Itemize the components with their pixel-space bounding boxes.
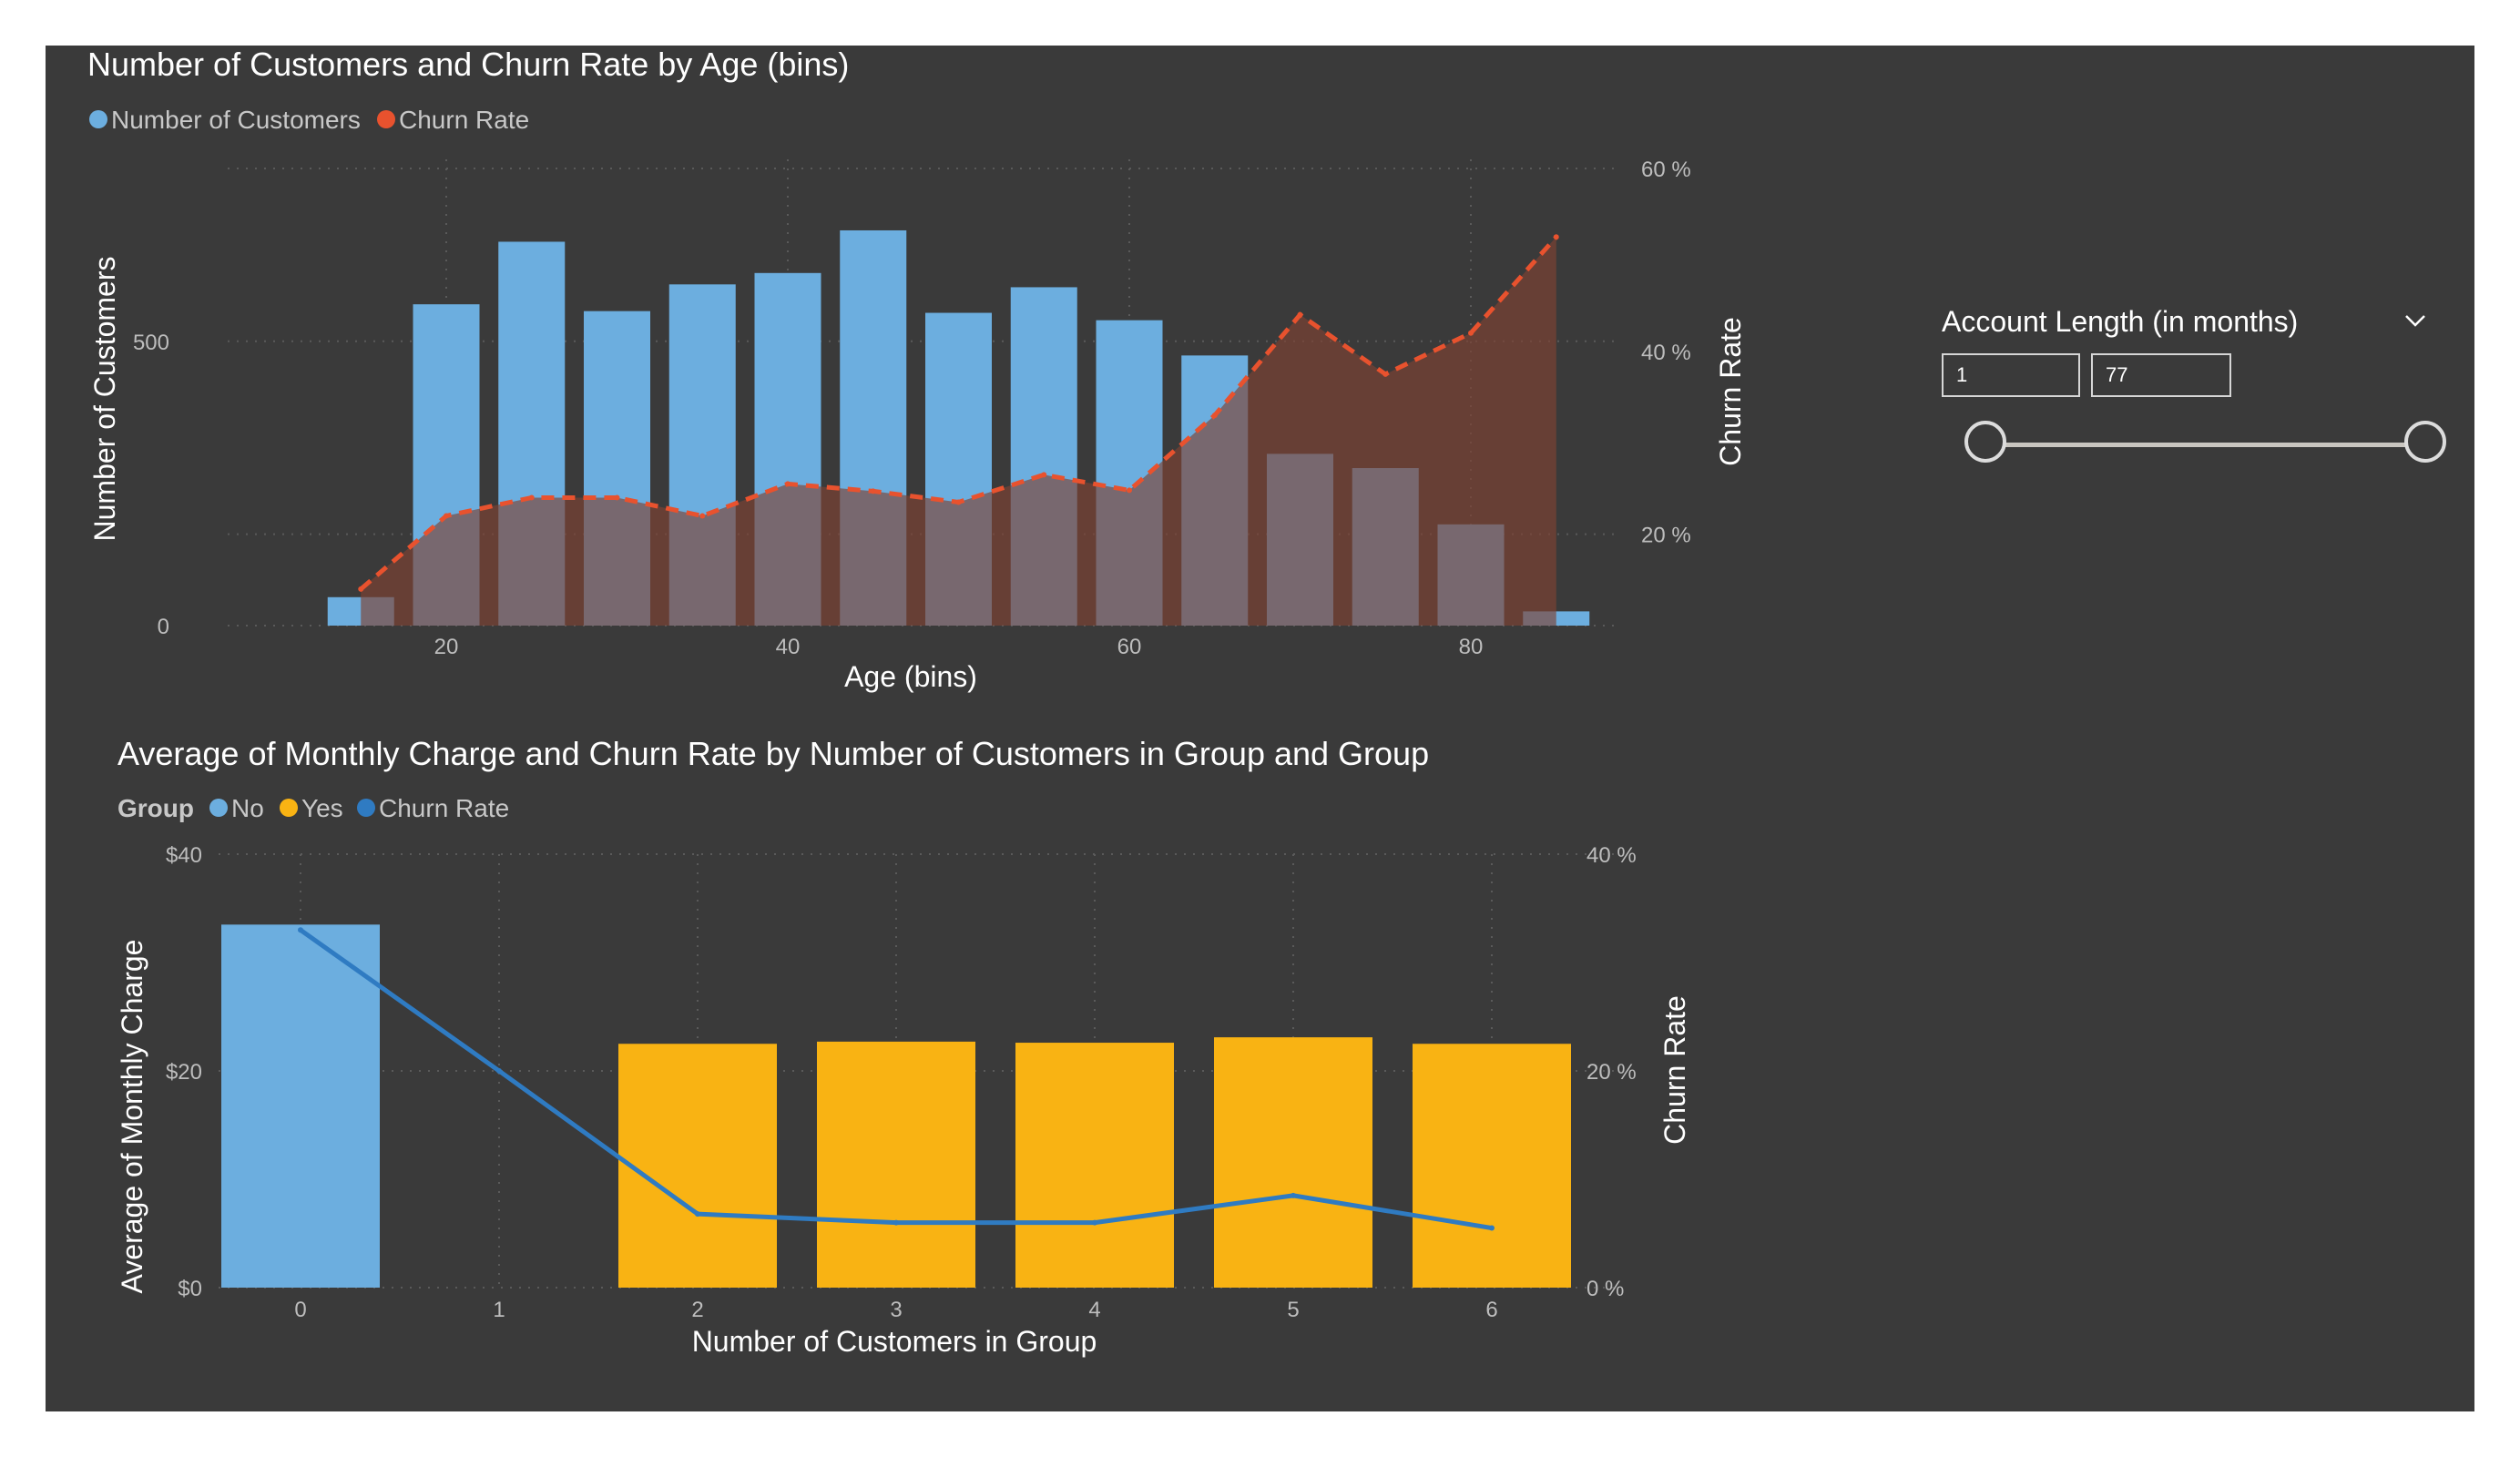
chart1-x-tick-label: 20	[434, 635, 459, 659]
churn-rate-area	[361, 237, 1556, 626]
churn-rate-point[interactable]	[614, 494, 620, 501]
chart1-y-axis-title: Number of Customers	[88, 257, 121, 542]
chart2-x-axis-title: Number of Customers in Group	[692, 1325, 1097, 1358]
legend-churn-label[interactable]: Churn Rate	[399, 106, 529, 134]
chart2-x-tick-label: 1	[493, 1298, 505, 1322]
chart2-y2-tick-label: 40 %	[1586, 843, 1637, 868]
churn-rate-point[interactable]	[699, 513, 706, 519]
chart2-plot: 0 1 2 3 4 5 6 $0 $20 $40 0 % 20 % 40 %	[166, 843, 1637, 1322]
slicer-title: Account Length (in months)	[1942, 305, 2299, 338]
chart2-legend-title: Group	[117, 794, 194, 822]
churn-rate-point[interactable]	[1553, 234, 1559, 240]
legend-customers-label[interactable]: Number of Customers	[111, 106, 361, 134]
slicer-min-input[interactable]	[1942, 353, 2080, 397]
legend-churn-marker	[377, 110, 395, 128]
chart2-y2-axis-title: Churn Rate	[1658, 995, 1691, 1145]
slicer-max-input[interactable]	[2091, 353, 2231, 397]
legend-no-marker	[209, 799, 228, 817]
chart2-y-tick-label: $0	[178, 1277, 202, 1301]
churn-rate-point[interactable]	[444, 513, 449, 519]
chart1-y-tick-label: 500	[133, 331, 169, 355]
chart2-y-axis-title: Average of Monthly Charge	[116, 940, 148, 1294]
chart2-y2-tick-label: 20 %	[1586, 1060, 1637, 1085]
churn-rate-point[interactable]	[1127, 487, 1132, 494]
churn-rate-point[interactable]	[1041, 472, 1047, 478]
chart1-title: Number of Customers and Churn Rate by Ag…	[87, 46, 849, 83]
chart1-y2-axis-title: Churn Rate	[1714, 317, 1747, 466]
legend-no-label[interactable]: No	[231, 794, 264, 822]
chart1-x-axis-title: Age (bins)	[844, 660, 977, 693]
chart1-y2-tick-label: 60 %	[1641, 158, 1691, 182]
chart1-x-tick-label: 80	[1459, 635, 1484, 659]
chart1-y2-tick-label: 40 %	[1641, 341, 1691, 365]
churn-rate-point[interactable]	[955, 499, 962, 505]
report-canvas: Number of Customers and Churn Rate by Ag…	[46, 46, 2474, 1411]
chart2-x-tick-label: 3	[890, 1298, 902, 1322]
chart1-y2-tick-label: 20 %	[1641, 524, 1691, 548]
account-length-slicer[interactable]: Account Length (in months)	[1942, 303, 2488, 463]
chart2-x-tick-label: 2	[691, 1298, 703, 1322]
group-yes-bar[interactable]	[1214, 1037, 1372, 1288]
group-yes-bar[interactable]	[1015, 1043, 1174, 1288]
churn-rate-point[interactable]	[528, 494, 535, 501]
group-yes-bar[interactable]	[1413, 1044, 1571, 1288]
slicer-max-handle[interactable]	[2404, 421, 2446, 463]
group-churn-rate-point[interactable]	[496, 1068, 502, 1074]
group-churn-rate-point[interactable]	[1092, 1219, 1097, 1226]
churn-rate-point[interactable]	[358, 586, 364, 592]
churn-rate-point[interactable]	[1382, 371, 1389, 377]
churn-rate-point[interactable]	[1297, 311, 1303, 318]
slicer-range-track[interactable]	[1987, 443, 2406, 447]
chart2-y2-tick-label: 0 %	[1586, 1277, 1624, 1301]
chart2-x-tick-label: 6	[1485, 1298, 1497, 1322]
legend-customers-marker	[89, 110, 107, 128]
group-churn-rate-point[interactable]	[1291, 1192, 1296, 1198]
churn-rate-point[interactable]	[1468, 330, 1474, 336]
chart1-y-tick-label: 0	[158, 615, 169, 639]
churn-rate-point[interactable]	[785, 481, 791, 487]
chart1-x-tick-label: 40	[776, 635, 801, 659]
legend-yes-marker	[280, 799, 298, 817]
group-yes-bar[interactable]	[817, 1041, 975, 1288]
group-churn-rate-point[interactable]	[1489, 1225, 1495, 1231]
group-churn-rate-point[interactable]	[298, 927, 303, 933]
legend-yes-label[interactable]: Yes	[301, 794, 343, 822]
chart2-y-tick-label: $20	[166, 1060, 202, 1085]
chart2-y-tick-label: $40	[166, 843, 202, 868]
group-churn-rate-point[interactable]	[695, 1211, 700, 1218]
report-charts: Number of Customers and Churn Rate by Ag…	[87, 46, 1747, 1358]
chart2-x-tick-label: 5	[1287, 1298, 1299, 1322]
chart2-x-tick-label: 4	[1088, 1298, 1100, 1322]
group-no-bar[interactable]	[221, 924, 380, 1288]
chart1-x-tick-label: 60	[1117, 635, 1142, 659]
group-yes-bar[interactable]	[618, 1044, 777, 1288]
chevron-down-icon[interactable]	[2397, 303, 2433, 340]
churn-rate-point[interactable]	[1211, 413, 1218, 419]
chart2-title: Average of Monthly Charge and Churn Rate…	[117, 735, 1429, 772]
legend-group-churn-marker	[357, 799, 375, 817]
legend-group-churn-label[interactable]: Churn Rate	[379, 794, 509, 822]
group-churn-rate-point[interactable]	[893, 1219, 899, 1226]
chart1-plot: 20 40 60 80 0 500 20 % 40 % 60 %	[133, 158, 1691, 659]
churn-rate-point[interactable]	[870, 488, 876, 494]
chart2-x-tick-label: 0	[294, 1298, 306, 1322]
slicer-min-handle[interactable]	[1964, 421, 2006, 463]
